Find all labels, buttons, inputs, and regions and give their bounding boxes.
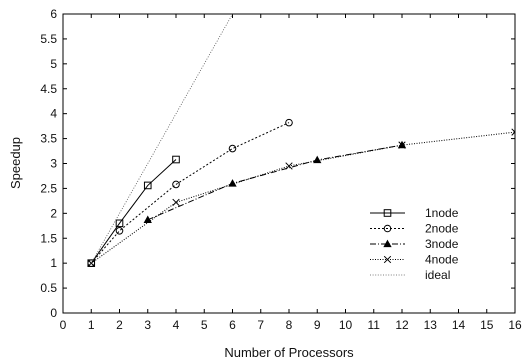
series-group bbox=[87, 14, 515, 267]
x-tick-label: 9 bbox=[314, 318, 321, 332]
y-tick-label: 0.5 bbox=[40, 281, 57, 295]
x-tick-label: 4 bbox=[173, 318, 180, 332]
series-line-2node bbox=[90, 122, 290, 264]
series-4node bbox=[87, 128, 515, 267]
y-tick-label: 4.5 bbox=[40, 82, 57, 96]
x-tick-label: 3 bbox=[144, 318, 151, 332]
series-3node bbox=[143, 140, 407, 223]
legend-label: 4node bbox=[425, 253, 459, 267]
data-point-2node bbox=[115, 226, 124, 235]
x-tick-label: 12 bbox=[395, 318, 409, 332]
data-point-2node bbox=[228, 144, 237, 153]
y-tick-label: 3 bbox=[50, 157, 57, 171]
y-tick-label: 3.5 bbox=[40, 132, 57, 146]
x-tick-label: 7 bbox=[257, 318, 264, 332]
legend-label: 1node bbox=[425, 206, 459, 220]
x-axis-label: Number of Processors bbox=[224, 345, 354, 360]
legend-marker-1node bbox=[383, 209, 392, 217]
data-point-4node bbox=[511, 128, 515, 136]
legend-marker-3node bbox=[383, 239, 392, 248]
y-tick-label: 5.5 bbox=[40, 32, 57, 46]
x-tick-label: 5 bbox=[201, 318, 208, 332]
legend-entry-4node: 4node bbox=[370, 253, 459, 267]
data-point-1node bbox=[143, 181, 152, 190]
x-tick-label: 8 bbox=[286, 318, 293, 332]
x-tick-label: 0 bbox=[60, 318, 67, 332]
legend-entry-1node: 1node bbox=[370, 206, 459, 220]
data-point-2node bbox=[172, 180, 180, 189]
x-tick-label: 15 bbox=[480, 318, 494, 332]
legend-marker-2node bbox=[383, 224, 392, 233]
data-point-1node bbox=[172, 155, 180, 164]
series-line-3node bbox=[147, 144, 403, 221]
legend-label: ideal bbox=[425, 268, 450, 282]
data-point-3node bbox=[143, 215, 152, 223]
legend-label: 2node bbox=[425, 222, 459, 236]
data-point-2node bbox=[285, 118, 293, 127]
legend-entry-ideal: ideal bbox=[370, 268, 450, 282]
x-tick-label: 14 bbox=[452, 318, 466, 332]
series-ideal bbox=[90, 14, 233, 264]
y-axis-label: Speedup bbox=[8, 137, 23, 189]
data-point-2node bbox=[87, 259, 96, 267]
data-point-4node bbox=[172, 198, 180, 207]
y-tick-label: 5 bbox=[50, 57, 57, 71]
y-tick-label: 1 bbox=[50, 256, 57, 270]
y-tick-label: 4 bbox=[50, 107, 57, 121]
y-tick-label: 0 bbox=[50, 306, 57, 320]
legend-entry-2node: 2node bbox=[370, 222, 459, 236]
x-tick-label: 16 bbox=[508, 318, 522, 332]
y-tick-label: 1.5 bbox=[40, 231, 57, 245]
legend-entry-3node: 3node bbox=[370, 237, 459, 251]
x-tick-label: 1 bbox=[88, 318, 95, 332]
axis-ticks: 0 1 2 3 4 5 6 7 8 9 10 11 12 13 14 15 1600.511.522.533.5… bbox=[40, 7, 522, 332]
data-point-1node bbox=[115, 219, 124, 228]
data-point-4node bbox=[398, 141, 406, 149]
data-point-3node bbox=[228, 179, 237, 187]
series-line-1node bbox=[90, 159, 177, 264]
y-tick-label: 2 bbox=[50, 206, 57, 220]
legend-label: 3node bbox=[425, 237, 459, 251]
y-tick-label: 6 bbox=[50, 7, 57, 21]
data-point-4node bbox=[285, 162, 293, 170]
x-tick-label: 11 bbox=[368, 318, 381, 332]
data-point-3node bbox=[313, 155, 322, 164]
x-tick-label: 13 bbox=[424, 318, 438, 332]
x-tick-label: 6 bbox=[229, 318, 236, 332]
y-tick-label: 2.5 bbox=[40, 181, 57, 195]
series-1node bbox=[87, 155, 180, 267]
series-2node bbox=[87, 118, 293, 267]
x-tick-label: 10 bbox=[339, 318, 353, 332]
legend-marker-4node bbox=[383, 255, 392, 264]
series-line-ideal bbox=[90, 14, 233, 264]
x-tick-label: 2 bbox=[116, 318, 123, 332]
